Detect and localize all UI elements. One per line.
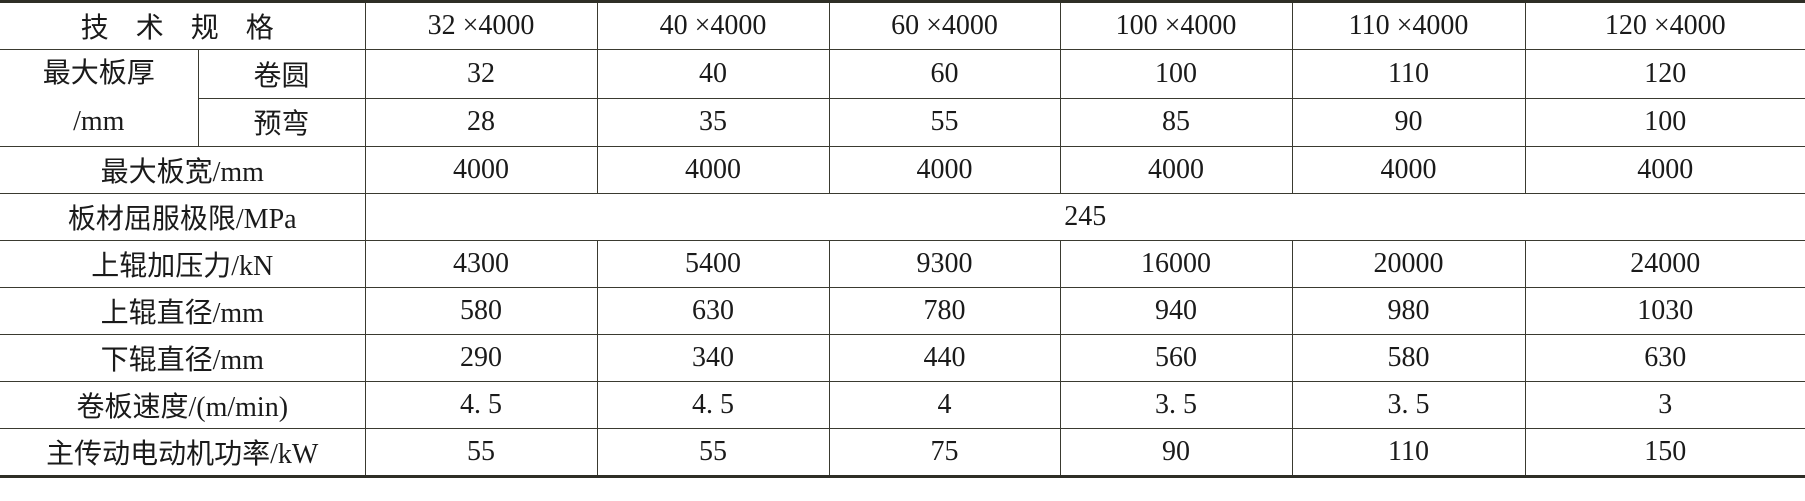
cell: 4300 [364,240,598,288]
cell: 4. 5 [596,381,830,429]
cell: 120 [1524,49,1805,99]
cell: 40 [596,49,830,99]
cell: 150 [1524,428,1805,477]
table-row: 上辊加压力/kN 4300 5400 9300 16000 20000 24000 [0,240,1805,288]
row-label: 上辊直径/mm [0,287,366,335]
spec-cell: 32 ×4000 [364,1,598,50]
spec-cell: 110 ×4000 [1291,1,1526,50]
cell: 90 [1059,428,1293,477]
cell: 110 [1291,428,1526,477]
thickness-label-line1: 最大板厚 [42,58,155,89]
cell: 1030 [1524,287,1805,335]
cell: 75 [828,428,1061,477]
cell: 20000 [1291,240,1526,288]
table-row: 下辊直径/mm 290 340 440 560 580 630 [0,334,1805,382]
cell: 560 [1059,334,1293,382]
cell: 9300 [828,240,1061,288]
row-label: 主传动电动机功率/kW [0,428,366,477]
cell: 440 [828,334,1061,382]
spec-cell: 120 ×4000 [1524,1,1805,50]
cell: 580 [364,287,598,335]
cell: 630 [596,287,830,335]
cell: 780 [828,287,1061,335]
row-label: 上辊加压力/kN [0,240,366,288]
sub-label: 预弯 [198,97,366,147]
table-row: 预弯 28 35 55 85 90 100 [0,97,1805,147]
cell: 4000 [364,146,598,194]
table-row: 上辊直径/mm 580 630 780 940 980 1030 [0,287,1805,335]
thickness-label: 最大板厚 /mm [0,49,199,147]
cell: 4000 [596,146,830,194]
header-label: 技 术 规 格 [0,1,366,50]
cell: 100 [1524,97,1805,147]
cell: 85 [1059,97,1293,147]
cell: 940 [1059,287,1293,335]
cell: 980 [1291,287,1526,335]
cell: 4000 [828,146,1061,194]
cell: 245 [364,193,1805,241]
cell: 60 [828,49,1061,99]
spec-cell: 100 ×4000 [1059,1,1293,50]
cell: 16000 [1059,240,1293,288]
cell: 55 [828,97,1061,147]
cell: 4000 [1524,146,1805,194]
cell: 4. 5 [364,381,598,429]
spec-cell: 40 ×4000 [596,1,830,50]
cell: 55 [364,428,598,477]
cell: 340 [596,334,830,382]
cell: 110 [1291,49,1526,99]
cell: 24000 [1524,240,1805,288]
row-label: 最大板宽/mm [0,146,366,194]
thickness-label-line2: /mm [73,106,125,137]
table-row: 最大板宽/mm 4000 4000 4000 4000 4000 4000 [0,146,1805,194]
table-row: 最大板厚 /mm 卷圆 32 40 60 100 110 120 [0,49,1805,147]
spec-cell: 60 ×4000 [828,1,1061,50]
cell: 90 [1291,97,1526,147]
spec-table: 技 术 规 格 32 ×4000 40 ×4000 60 ×4000 100 ×… [0,0,1805,478]
row-label: 下辊直径/mm [0,334,366,382]
cell: 4 [828,381,1061,429]
cell: 35 [596,97,830,147]
table-row: 主传动电动机功率/kW 55 55 75 90 110 150 [0,428,1805,477]
cell: 5400 [596,240,830,288]
sub-label: 卷圆 [197,49,366,99]
cell: 32 [364,49,598,99]
cell: 3. 5 [1059,381,1293,429]
cell: 3. 5 [1291,381,1526,429]
cell: 100 [1059,49,1293,99]
table-row: 板材屈服极限/MPa 245 [0,193,1805,241]
cell: 290 [364,334,598,382]
cell: 3 [1524,381,1805,429]
cell: 580 [1291,334,1526,382]
row-label: 板材屈服极限/MPa [0,193,366,241]
cell: 28 [364,97,598,147]
cell: 630 [1524,334,1805,382]
header-row: 技 术 规 格 32 ×4000 40 ×4000 60 ×4000 100 ×… [0,1,1805,50]
cell: 55 [596,428,830,477]
row-label: 卷板速度/(m/min) [0,381,366,429]
cell: 4000 [1291,146,1526,194]
cell: 4000 [1059,146,1293,194]
